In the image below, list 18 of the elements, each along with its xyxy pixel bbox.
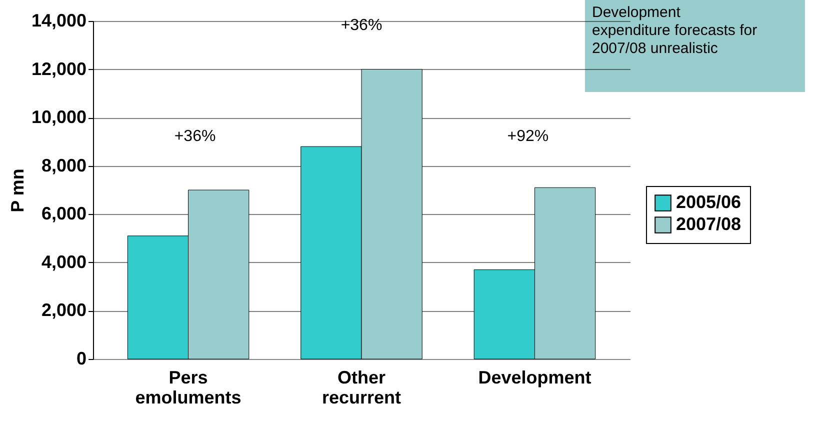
y-tick-label: 8,000	[41, 155, 86, 176]
y-axis-title: P mn	[7, 168, 28, 212]
y-tick-label: 4,000	[41, 252, 86, 272]
annotation: Development expenditure forecasts for 2007/08 unrealistic	[592, 4, 758, 58]
annotation: +36%	[340, 17, 382, 34]
legend-label: 2007/08	[676, 214, 742, 234]
x-tick-label: Other recurrent	[322, 368, 402, 408]
annotation: +36%	[174, 128, 216, 145]
y-tick-label: 12,000	[31, 58, 86, 79]
annotation: +92%	[507, 128, 549, 145]
y-tick-label: 6,000	[41, 204, 86, 224]
legend-label: 2005/06	[676, 192, 742, 212]
y-tick-label: 14,000	[31, 10, 86, 30]
x-tick-label: Pers emoluments	[135, 368, 242, 408]
y-tick-label: 2,000	[41, 300, 86, 320]
y-tick-label: 0	[76, 348, 86, 368]
x-tick-label: Development	[478, 368, 592, 388]
y-tick-label: 10,000	[31, 107, 86, 128]
